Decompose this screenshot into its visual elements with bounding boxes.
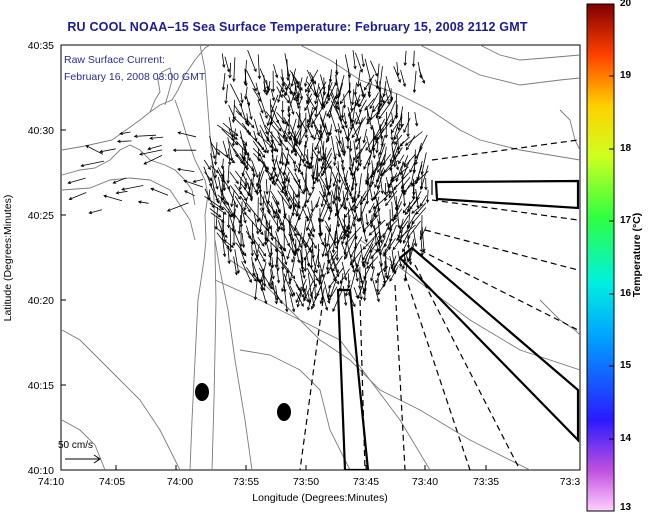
colorbar-tick-label: 13 xyxy=(620,502,631,513)
colorbar-tick-label: 15 xyxy=(620,360,631,371)
y-tick-label: 40:15 xyxy=(28,380,54,392)
x-tick-label: 73:50 xyxy=(293,476,319,488)
y-tick-label: 40:20 xyxy=(28,295,54,307)
x-tick-label: 73:3 xyxy=(560,476,581,488)
colorbar-tick-label: 17 xyxy=(620,215,631,226)
scale-label: 50 cm/s xyxy=(58,440,93,451)
info-line-1: Raw Surface Current: xyxy=(64,54,165,66)
x-tick-label: 73:55 xyxy=(233,476,259,488)
x-tick-label: 74:00 xyxy=(167,476,193,488)
x-axis-label: Longitude (Degrees:Minutes) xyxy=(252,492,387,504)
station-marker xyxy=(195,383,209,401)
x-tick-label: 73:40 xyxy=(412,476,438,488)
colorbar-tick-label: 18 xyxy=(620,143,631,154)
y-tick-label: 40:25 xyxy=(28,210,54,222)
x-tick-labels: 74:10 74:05 74:00 73:55 73:50 73:45 73:4… xyxy=(38,476,581,488)
x-tick-label: 74:05 xyxy=(99,476,125,488)
colorbar xyxy=(587,4,614,511)
y-tick-labels: 40:35 40:30 40:25 40:20 40:15 40:10 xyxy=(28,40,54,477)
y-axis-label: Latitude (Degrees:Minutes) xyxy=(2,195,14,322)
x-tick-label: 74:10 xyxy=(38,476,64,488)
colorbar-label: Temperature (°C) xyxy=(631,213,643,298)
y-tick-label: 40:10 xyxy=(28,465,54,477)
plot-frame xyxy=(61,45,580,470)
colorbar-tick-label: 19 xyxy=(620,70,631,81)
colorbar-tick-label: 16 xyxy=(620,288,631,299)
x-tick-label: 73:35 xyxy=(473,476,499,488)
station-marker xyxy=(277,403,291,421)
info-line-2: February 16, 2008 03:00 GMT xyxy=(64,71,205,83)
y-tick-label: 40:35 xyxy=(28,40,54,52)
colorbar-tick-label: 20 xyxy=(620,0,631,9)
y-tick-label: 40:30 xyxy=(28,125,54,137)
x-tick-label: 73:45 xyxy=(353,476,379,488)
colorbar-tick-label: 14 xyxy=(620,433,631,444)
